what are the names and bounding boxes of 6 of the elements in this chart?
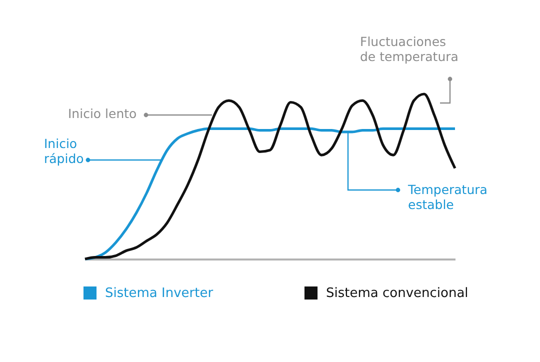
annotation: Inicio lento [68,106,138,121]
legend-label: Sistema convencional [326,286,468,301]
annotation: Temperatura estable [408,182,488,212]
text: Fluctuaciones de temperatura [360,34,460,64]
text: Inicio rápido [44,136,85,166]
legend-label: Sistema Inverter [105,286,214,301]
